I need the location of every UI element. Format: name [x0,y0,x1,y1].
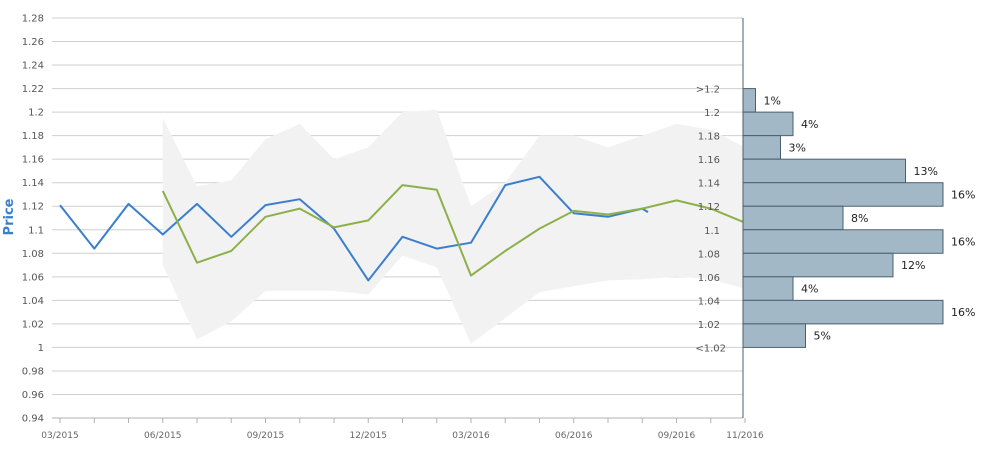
y-tick-label: 1.16 [22,155,44,166]
forecast-band-area [162,109,746,344]
y-tick-label: 1.1 [28,225,44,236]
y-tick-label: 1.22 [22,84,44,95]
histogram-bin-label: 1.02 [698,320,720,331]
histogram-bar [742,182,944,207]
series-line-green [161,184,752,277]
y-tick-label: 1.08 [22,249,44,260]
histogram-bar [742,111,794,137]
histogram-bin-label: 1.14 [698,179,720,190]
y-tick-label: 1 [38,343,44,354]
series-lines [59,175,752,282]
histogram-bin-label: 1.08 [698,249,720,260]
histogram-bin-label: 1.18 [698,132,720,143]
histogram-bin-label: 1.1 [704,226,720,237]
y-tick-label: 1.18 [22,131,44,142]
histogram-percent-label: 16% [951,188,975,201]
y-tick-label: 1.26 [22,37,44,48]
histogram-bin-label: 1.06 [698,273,720,284]
x-tick-labels: 03/2015 06/2015 09/2015 12/2015 03/2016 06/20… [41,418,764,441]
histogram-bin-label: 1.04 [698,296,720,307]
histogram-bar [742,135,781,160]
histogram-bar [742,229,944,254]
forecast-band [162,109,746,344]
series-line-blue [59,175,649,282]
histogram-bin-label: 1.12 [698,202,720,213]
histogram-bar [742,205,844,231]
histogram-bar [742,252,894,278]
histogram-bottom-label: <1.02 [695,343,726,354]
y-tick-label: 1.2 [28,108,44,119]
x-tick-label: 06/2015 [144,431,181,441]
histogram-percent-label: 5% [814,330,831,343]
histogram-percent-label: 4% [801,283,818,296]
y-tick-label: 1.14 [22,178,44,189]
x-tick-label: 03/2015 [41,431,78,441]
histogram-bar [742,276,794,301]
y-axis-label: Price [2,198,17,235]
y-tick-label: 1.02 [22,319,44,330]
y-tick-label: 0.98 [22,366,44,377]
histogram-percent-label: 13% [914,165,938,178]
histogram-bin-label: 1.2 [704,108,720,119]
x-tick-label: 11/2016 [726,431,764,441]
histogram-bar [742,88,756,113]
histogram: >1.2 1% 1.2 4% 1.18 3% 1.16 13% 1.14 16% 1.12 8% 1.1… [695,85,975,355]
histogram-percent-label: 16% [951,306,975,319]
x-tick-label: 12/2015 [350,431,387,441]
y-tick-label: 1.06 [22,272,44,283]
y-tick-label: 0.94 [22,414,44,425]
y-tick-label: 1.24 [22,61,44,72]
x-tick-label: 09/2016 [658,431,696,441]
histogram-bar [742,158,906,184]
x-tick-label: 09/2015 [247,431,284,441]
x-tick-label: 03/2016 [452,431,490,441]
histogram-percent-label: 16% [951,236,975,249]
y-tick-label: 0.96 [22,390,44,401]
y-tick-labels: 0.94 0.96 0.98 1 1.02 1.04 1.06 1.08 1.1 1.12 1.14… [22,14,44,425]
histogram-percent-label: 1% [764,94,781,107]
histogram-percent-label: 4% [801,118,818,131]
histogram-percent-label: 8% [851,212,868,225]
y-tick-label: 1.28 [22,14,44,25]
histogram-bin-label: >1.2 [696,85,720,96]
y-tick-label: 1.04 [22,296,44,307]
histogram-bar [742,323,806,348]
histogram-percent-label: 3% [789,141,806,154]
histogram-bin-label: 1.16 [698,155,720,166]
y-tick-label: 1.12 [22,202,44,213]
histogram-percent-label: 12% [901,259,925,272]
x-tick-label: 06/2016 [555,431,593,441]
histogram-bar [742,299,944,325]
